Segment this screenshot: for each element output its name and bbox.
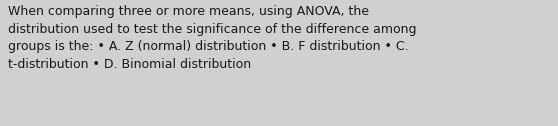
Text: When comparing three or more means, using ANOVA, the
distribution used to test t: When comparing three or more means, usin… — [8, 5, 417, 71]
